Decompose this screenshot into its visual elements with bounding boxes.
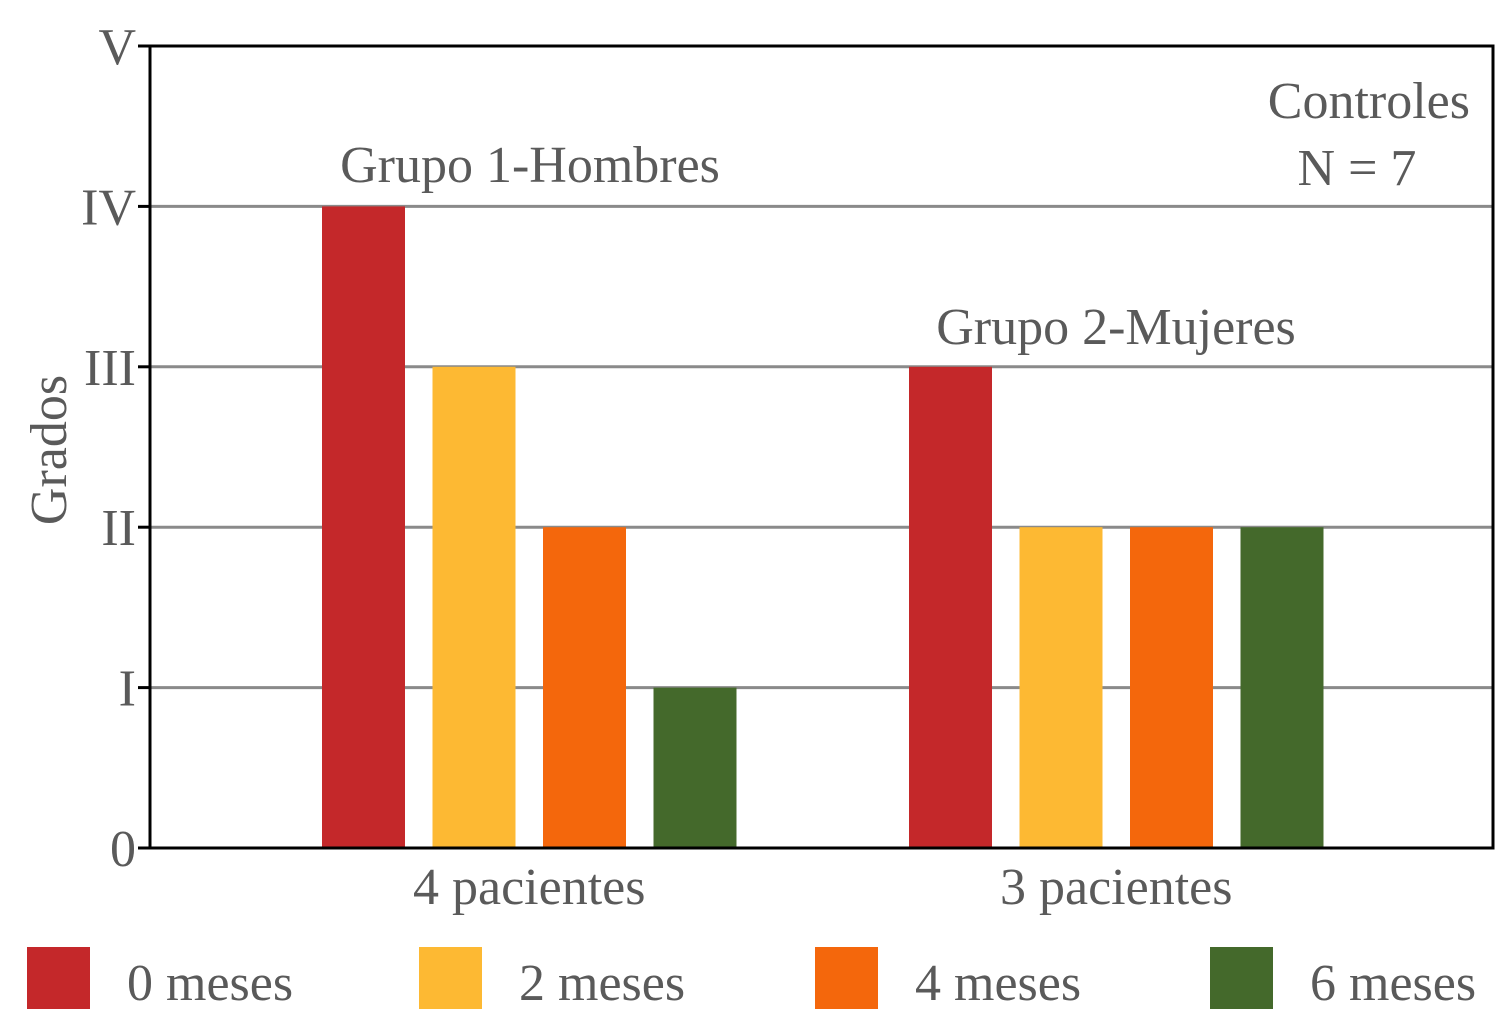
bar-0-meses-1 [909, 366, 992, 848]
legend-label: 6 meses [1310, 955, 1476, 1012]
legend-label: 2 meses [519, 955, 685, 1012]
bar-0-meses-0 [322, 206, 405, 848]
legend-swatch [815, 947, 878, 1009]
bar-6-meses-1 [1240, 527, 1324, 848]
legend-label: 4 meses [915, 955, 1081, 1012]
y-axis-label: Grados [21, 375, 78, 525]
legend-label: 0 meses [127, 955, 293, 1012]
y-tick-label: V [98, 19, 136, 76]
x-tick-label: 3 pacientes [1000, 859, 1232, 916]
legend-swatch [1210, 947, 1273, 1009]
group-titles: Grupo 1-Hombres Grupo 2-Mujeres [340, 137, 1296, 356]
bar-2-meses-0 [432, 366, 516, 848]
legend: 0 meses 2 meses 4 meses 6 meses [27, 947, 1476, 1012]
bars [322, 206, 1324, 848]
y-tick-label: I [119, 661, 136, 718]
annotation-controles: Controles [1268, 73, 1470, 130]
bar-2-meses-1 [1019, 527, 1103, 848]
x-axis-labels: 4 pacientes 3 pacientes [413, 859, 1232, 916]
x-tick-label: 4 pacientes [413, 859, 645, 916]
bar-4-meses-1 [1130, 527, 1213, 848]
y-tick-label: IV [81, 179, 136, 236]
legend-swatch [27, 947, 90, 1009]
y-tick-label: II [101, 500, 136, 557]
group-title: Grupo 1-Hombres [340, 137, 720, 194]
y-tick-label: III [84, 340, 136, 397]
plot-frame [148, 44, 1495, 850]
y-tick-label: 0 [110, 821, 136, 878]
bar-4-meses-0 [543, 527, 626, 848]
bar-6-meses-0 [653, 687, 737, 848]
group-title: Grupo 2-Mujeres [936, 299, 1296, 356]
annotation-n: N = 7 [1298, 140, 1417, 197]
legend-swatch [419, 947, 482, 1009]
